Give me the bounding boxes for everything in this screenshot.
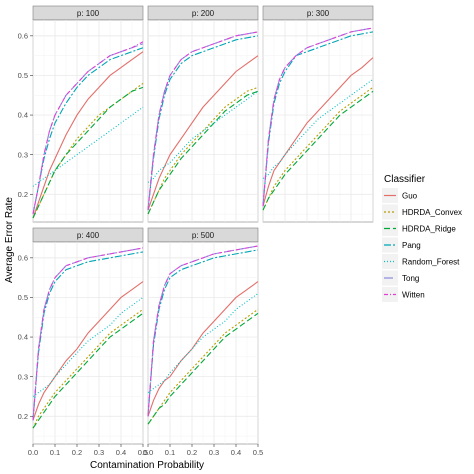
- strip-label: p: 400: [77, 231, 100, 240]
- series-line-guo: [32, 51, 144, 219]
- series-line-guo: [262, 57, 374, 207]
- x-tick-label: 0.1: [50, 448, 60, 457]
- x-tick-label: 0.3: [209, 448, 219, 457]
- legend-label: Random_Forest: [402, 258, 460, 267]
- x-tick-label: 0.1: [165, 448, 175, 457]
- series-line-witten: [147, 245, 259, 417]
- panel-p-400: p: 400 0.2 0.3 0.4 0.5 0.6 0.0 0.1 0.2 0.3 0.4 0.5: [18, 227, 148, 457]
- panel-p-200: p: 200: [147, 5, 259, 223]
- legend-item: HDRDA_Convex: [382, 204, 462, 220]
- series-line-witten: [32, 41, 144, 215]
- legend-label: Pang: [402, 241, 421, 250]
- series-line-hdrda-convex: [32, 308, 144, 429]
- series-line-witten: [262, 27, 374, 207]
- legend-label: Witten: [402, 291, 425, 300]
- strip-label: p: 500: [192, 231, 215, 240]
- y-tick-label: 0.4: [18, 333, 28, 342]
- legend-label: HDRDA_Ridge: [402, 225, 456, 234]
- x-tick-label: 0.0: [28, 448, 38, 457]
- series-line-pang: [147, 249, 259, 417]
- series-line-pang: [32, 47, 144, 215]
- strip-label: p: 200: [192, 9, 215, 18]
- legend-label: Guo: [402, 192, 418, 201]
- y-tick-label: 0.6: [18, 31, 28, 40]
- series-line-hdrda-convex: [147, 308, 259, 425]
- series-line-witten: [147, 31, 259, 211]
- y-axis-title: Average Error Rate: [4, 197, 15, 283]
- legend-item: Random_Forest: [382, 254, 460, 269]
- legend-item: Witten: [382, 287, 425, 302]
- panel-p-300: p: 300: [262, 5, 374, 223]
- x-tick-label: 0.5: [138, 448, 148, 457]
- series-line-guo: [147, 55, 259, 211]
- series-line-guo: [32, 281, 144, 421]
- y-tick-label: 0.4: [18, 111, 28, 120]
- x-tick-label: 0.2: [72, 448, 82, 457]
- y-tick-label: 0.2: [18, 412, 28, 421]
- legend: Classifier Guo HDRDA_Convex HDRDA_Ridge Pan…: [382, 174, 462, 302]
- panel-p-100: p: 100 0.2 0.3 0.4 0.5 0.6: [18, 5, 144, 223]
- x-axis-title: Contamination Probability: [90, 460, 204, 471]
- legend-label: HDRDA_Convex: [402, 208, 462, 217]
- strip-label: p: 300: [307, 9, 330, 18]
- legend-title: Classifier: [384, 174, 426, 185]
- panels-layer: p: 100 0.2 0.3 0.4 0.5 0.6 p: 200 p: 300 p: 400 0…: [18, 5, 374, 457]
- series-line-pang: [262, 31, 374, 207]
- series-line-hdrda-ridge: [32, 312, 144, 429]
- series-line-guo: [147, 281, 259, 417]
- y-tick-label: 0.6: [18, 253, 28, 262]
- legend-item: Tong: [382, 270, 419, 286]
- x-tick-label: 0.0: [143, 448, 153, 457]
- x-tick-label: 0.5: [253, 448, 263, 457]
- strip-label: p: 100: [77, 9, 100, 18]
- y-tick-label: 0.5: [18, 293, 28, 302]
- y-tick-label: 0.2: [18, 190, 28, 199]
- x-tick-label: 0.3: [94, 448, 104, 457]
- y-tick-label: 0.3: [18, 150, 28, 159]
- legend-item: HDRDA_Ridge: [382, 221, 456, 236]
- series-line-hdrda-ridge: [32, 86, 144, 219]
- series-line-hdrda-ridge: [262, 90, 374, 211]
- legend-item: Guo: [382, 188, 418, 203]
- legend-label: Tong: [402, 274, 419, 283]
- y-tick-label: 0.3: [18, 372, 28, 381]
- series-line-hdrda-convex: [147, 86, 259, 215]
- series-line-hdrda-ridge: [147, 312, 259, 425]
- panel-p-500: p: 500 0.0 0.1 0.2 0.3 0.4 0.5: [143, 227, 263, 457]
- x-tick-label: 0.4: [116, 448, 126, 457]
- x-tick-label: 0.4: [231, 448, 241, 457]
- series-line-hdrda-convex: [262, 86, 374, 211]
- y-tick-label: 0.5: [18, 71, 28, 80]
- series-line-pang: [32, 251, 144, 421]
- series-line-random-forest: [32, 106, 144, 187]
- x-tick-label: 0.2: [187, 448, 197, 457]
- series-line-witten: [32, 247, 144, 421]
- legend-item: Pang: [382, 237, 421, 253]
